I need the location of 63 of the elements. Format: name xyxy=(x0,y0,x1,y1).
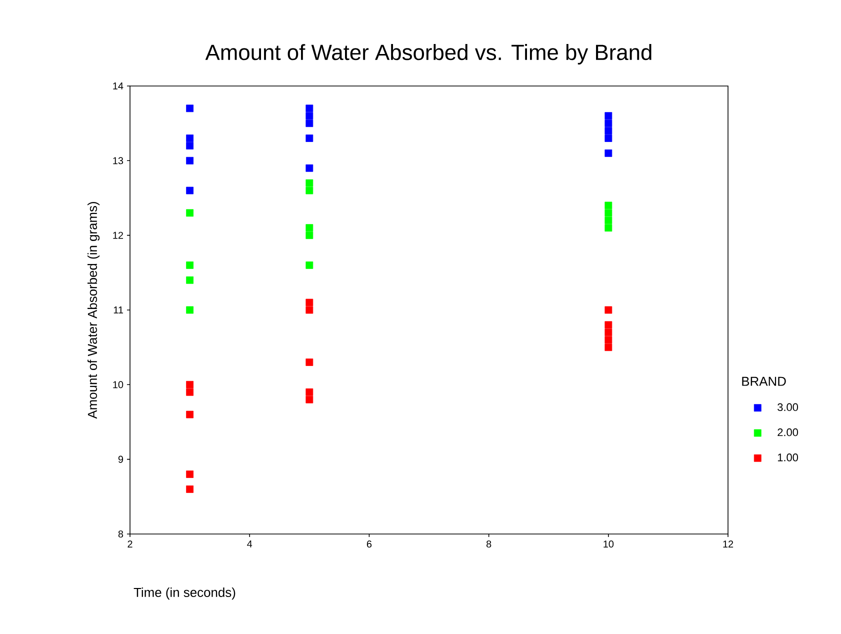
point xyxy=(604,127,612,134)
x-tick-label: 4 xyxy=(247,540,252,548)
point xyxy=(306,232,314,240)
point xyxy=(306,298,314,306)
point xyxy=(306,358,314,366)
point xyxy=(306,164,314,172)
point xyxy=(306,306,314,314)
point xyxy=(186,306,194,314)
point xyxy=(186,142,194,150)
point xyxy=(186,470,194,478)
y-axis-title: Amount of Water Absorbed (in grams) xyxy=(87,202,100,419)
point xyxy=(306,388,314,396)
legend-label: 1.00 xyxy=(778,454,798,462)
point xyxy=(604,306,612,314)
point xyxy=(604,149,612,157)
y-tick-label: 8 xyxy=(118,530,124,538)
y-tick-label: 13 xyxy=(113,157,124,164)
point xyxy=(604,328,612,336)
point xyxy=(306,186,314,194)
point xyxy=(186,485,194,493)
x-tick-label: 2 xyxy=(128,540,132,548)
point xyxy=(306,112,314,120)
point xyxy=(306,134,314,142)
x-tick-label: 8 xyxy=(486,540,492,548)
point xyxy=(604,134,612,142)
y-tick-label: 14 xyxy=(113,82,124,90)
point xyxy=(186,104,194,112)
x-tick-label: 12 xyxy=(723,540,734,548)
chart-title: Amount of Water Absorbed vs. Time by Brand xyxy=(205,44,652,64)
point xyxy=(186,134,194,142)
y-tick-label: 11 xyxy=(114,306,124,314)
point xyxy=(604,112,612,120)
point xyxy=(306,224,314,232)
point xyxy=(186,186,194,194)
point xyxy=(186,156,194,164)
x-tick-label: 6 xyxy=(366,540,372,548)
point xyxy=(604,336,612,344)
legend-label: 3.00 xyxy=(778,403,798,412)
point xyxy=(306,396,314,404)
point xyxy=(604,321,612,329)
x-tick-label: 10 xyxy=(604,540,614,548)
y-tick-label: 10 xyxy=(113,381,124,388)
point xyxy=(604,209,612,217)
y-tick-label: 12 xyxy=(113,232,123,239)
point xyxy=(186,410,194,418)
point xyxy=(186,276,194,284)
point xyxy=(306,104,314,112)
x-axis-title: Time (in seconds) xyxy=(134,588,236,600)
point xyxy=(186,380,194,388)
point xyxy=(306,120,314,128)
point xyxy=(186,209,194,217)
point xyxy=(604,216,612,224)
point xyxy=(306,261,314,269)
y-tick-label: 9 xyxy=(118,456,124,463)
legend-label: 2.00 xyxy=(778,428,798,436)
legend-title: BRAND xyxy=(742,376,786,386)
point xyxy=(604,120,612,128)
point xyxy=(306,179,314,187)
point xyxy=(604,224,612,232)
point xyxy=(186,388,194,396)
point xyxy=(186,261,194,269)
point xyxy=(604,202,612,210)
point xyxy=(604,344,612,352)
